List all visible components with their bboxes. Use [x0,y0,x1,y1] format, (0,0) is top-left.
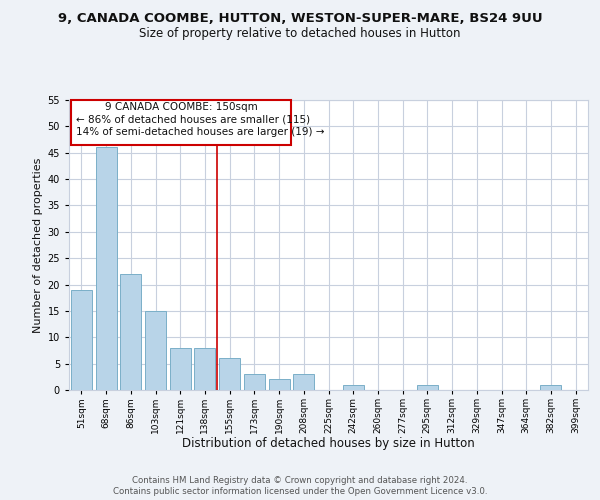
Text: 14% of semi-detached houses are larger (19) →: 14% of semi-detached houses are larger (… [76,127,325,137]
Y-axis label: Number of detached properties: Number of detached properties [34,158,43,332]
Bar [244,374,265,390]
Bar [541,384,562,390]
Bar [95,148,116,390]
Text: ← 86% of detached houses are smaller (115): ← 86% of detached houses are smaller (11… [76,115,311,125]
Bar [71,290,92,390]
Text: Contains public sector information licensed under the Open Government Licence v3: Contains public sector information licen… [113,487,487,496]
FancyBboxPatch shape [71,100,292,145]
Text: Size of property relative to detached houses in Hutton: Size of property relative to detached ho… [139,28,461,40]
Bar [145,311,166,390]
Bar [293,374,314,390]
Bar [120,274,141,390]
Bar [219,358,240,390]
Bar [417,384,438,390]
Text: Contains HM Land Registry data © Crown copyright and database right 2024.: Contains HM Land Registry data © Crown c… [132,476,468,485]
Bar [269,380,290,390]
Text: 9, CANADA COOMBE, HUTTON, WESTON-SUPER-MARE, BS24 9UU: 9, CANADA COOMBE, HUTTON, WESTON-SUPER-M… [58,12,542,26]
Bar [170,348,191,390]
Text: 9 CANADA COOMBE: 150sqm: 9 CANADA COOMBE: 150sqm [105,102,258,112]
Bar [343,384,364,390]
X-axis label: Distribution of detached houses by size in Hutton: Distribution of detached houses by size … [182,438,475,450]
Bar [194,348,215,390]
